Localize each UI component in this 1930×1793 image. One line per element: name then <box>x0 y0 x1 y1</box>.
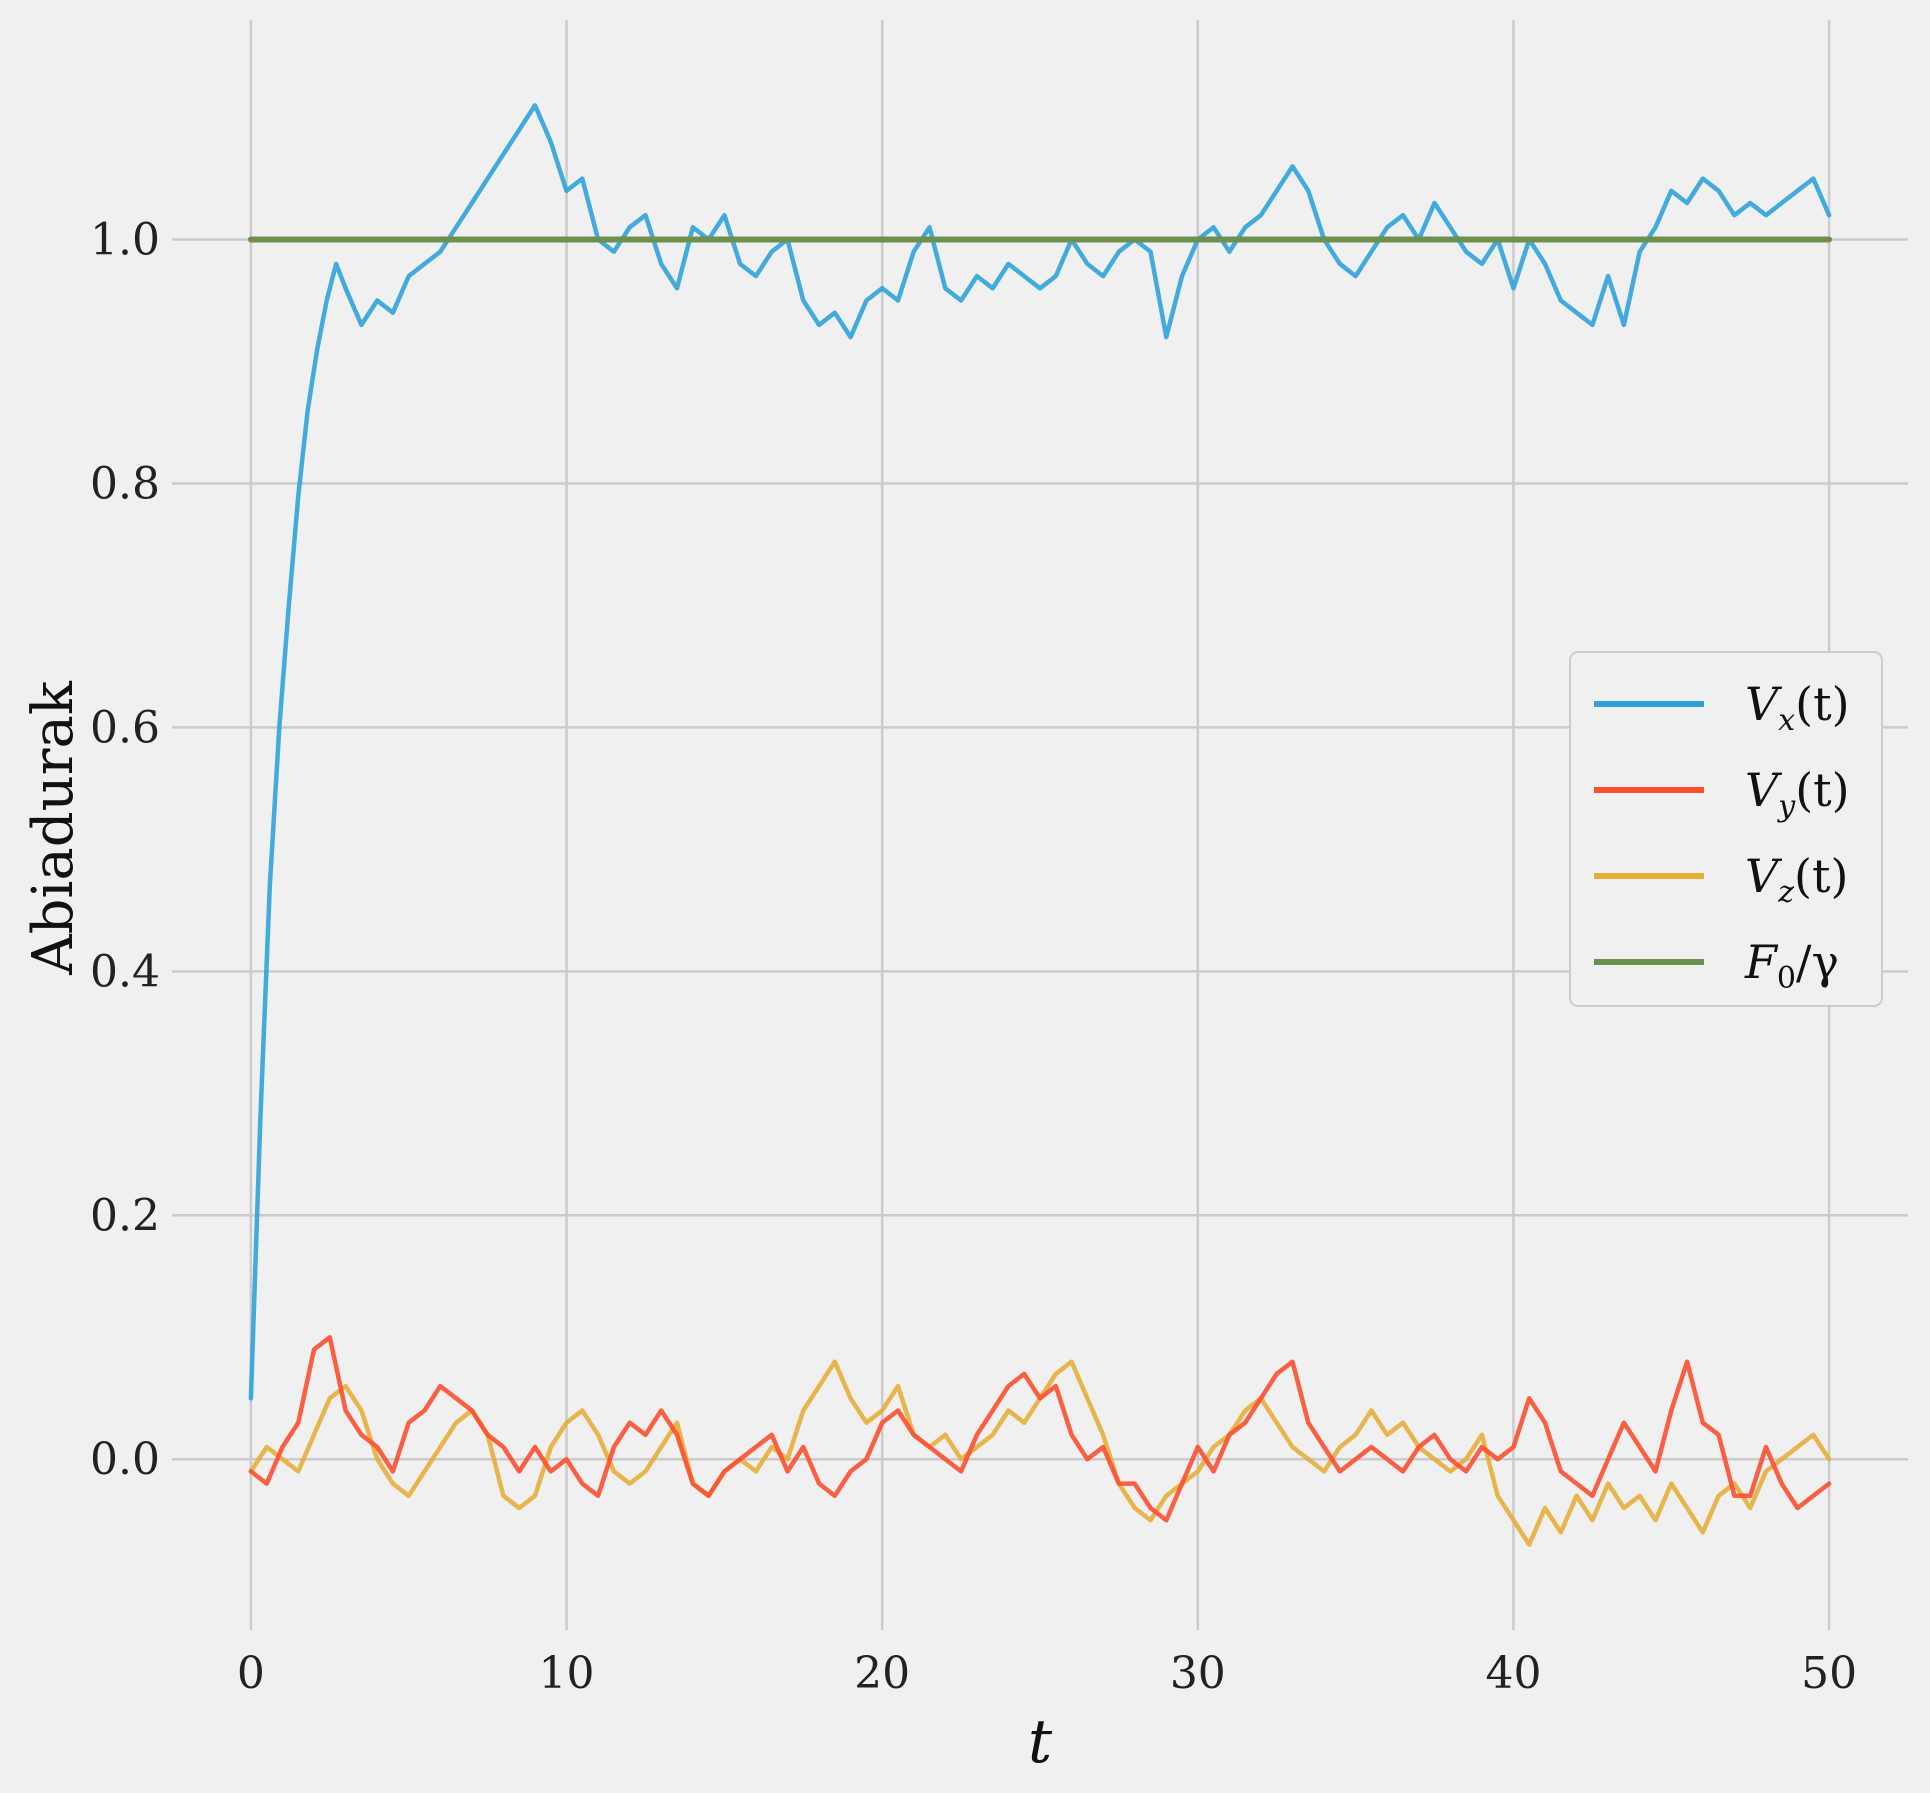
legend-label-tail: (t) <box>1795 677 1849 731</box>
legend-label-sub: 0 <box>1777 961 1796 996</box>
y-tick-label: 0.2 <box>90 1190 160 1241</box>
y-axis-label: Abiadurak <box>21 680 86 976</box>
x-tick-label: 50 <box>1801 1648 1857 1699</box>
x-tick-label: 0 <box>237 1648 265 1699</box>
series-layer <box>247 103 1833 1547</box>
legend-label: F0/γ <box>1744 935 1839 996</box>
x-tick-label: 30 <box>1170 1648 1226 1699</box>
legend-label: Vz(t) <box>1745 849 1848 910</box>
x-tick-label: 20 <box>854 1648 910 1699</box>
legend-label-main: F <box>1744 935 1779 989</box>
legend-label-sub: x <box>1778 703 1795 738</box>
legend-label: Vx(t) <box>1745 677 1850 738</box>
y-tick-label: 0.4 <box>90 946 160 997</box>
legend-label: Vy(t) <box>1745 763 1850 824</box>
x-axis-label: t <box>1028 1707 1053 1777</box>
legend-label-sub: y <box>1776 789 1796 824</box>
legend-label-main: V <box>1745 849 1783 903</box>
legend-box <box>1569 651 1883 1007</box>
legend-label-main: V <box>1745 677 1783 731</box>
series-line-x <box>248 103 1832 1401</box>
legend-label-main: V <box>1745 763 1783 817</box>
x-tick-label: 40 <box>1485 1648 1541 1699</box>
legend-label-tail: (t) <box>1794 849 1848 903</box>
legend-label-tail: /γ <box>1796 935 1839 989</box>
series-line-y <box>248 1335 1832 1523</box>
y-tick-label: 1.0 <box>90 215 160 266</box>
legend-label-sub: z <box>1777 875 1794 910</box>
y-tick-label: 0.8 <box>90 458 160 509</box>
y-tick-label: 0.6 <box>90 702 160 753</box>
tick-labels: 0 10 20 30 40 50 0.0 0.2 0.4 0.6 0.8 1.0 <box>90 215 1857 1699</box>
x-tick-label: 10 <box>539 1648 595 1699</box>
legend: Vx(t)Vy(t)Vz(t)F0/γ <box>1569 651 1883 1007</box>
legend-label-tail: (t) <box>1795 763 1849 817</box>
y-tick-label: 0.0 <box>90 1434 160 1485</box>
